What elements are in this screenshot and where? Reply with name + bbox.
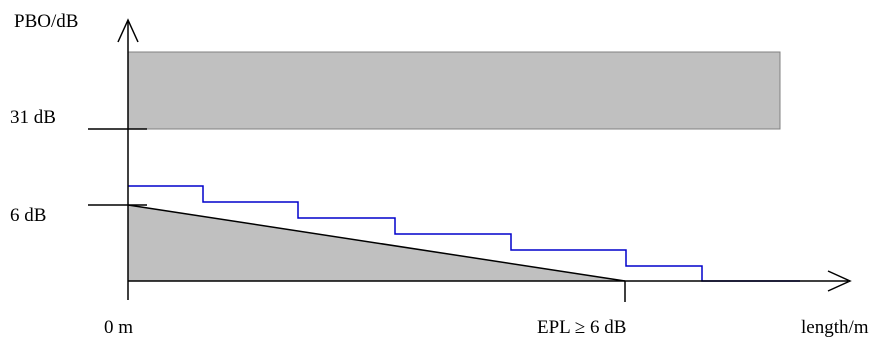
x-tick-label-epl: EPL ≥ 6 dB — [537, 317, 627, 338]
y-tick-label-6db: 6 dB — [10, 205, 47, 226]
x-axis-arrowhead — [827, 270, 852, 292]
pbo-step-line — [128, 185, 800, 282]
upper-shaded-region — [127, 51, 781, 130]
y-axis-arrowhead — [117, 18, 139, 43]
x-tick-label-origin: 0 m — [104, 317, 134, 338]
x-axis-label: length/m — [801, 317, 869, 338]
y-axis-label: PBO/dB — [14, 11, 79, 32]
y-tick-label-31db: 31 dB — [10, 107, 56, 128]
triangle-hypotenuse — [127, 204, 626, 282]
